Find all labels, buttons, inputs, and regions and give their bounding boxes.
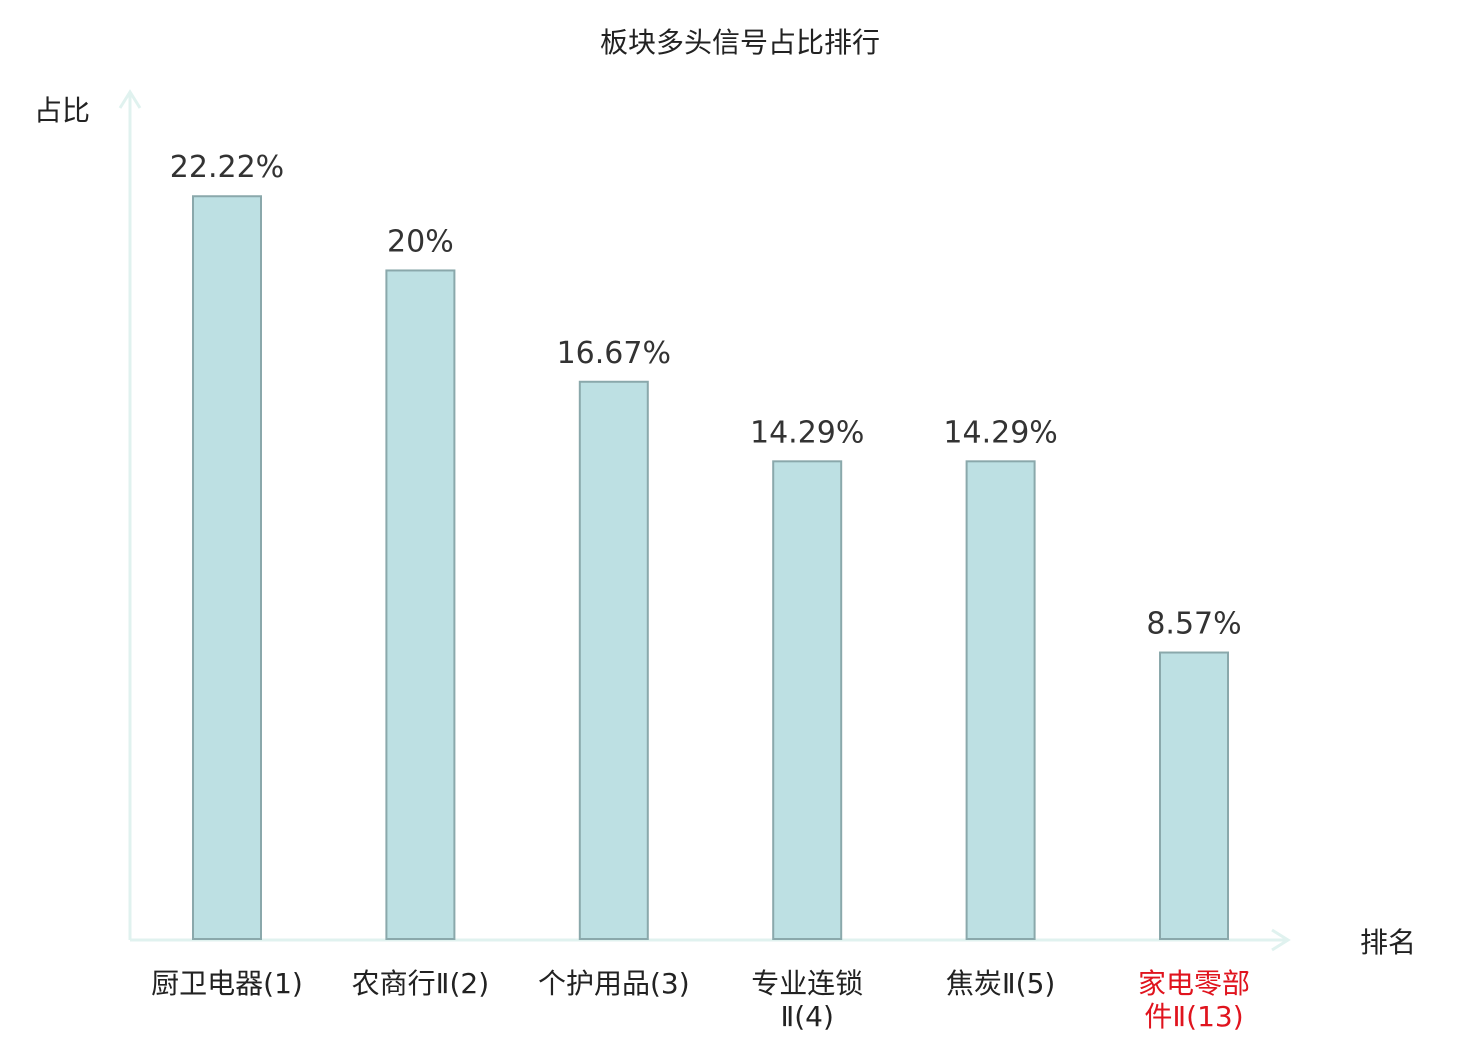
x-tick-label: 农商行Ⅱ(2) xyxy=(352,967,489,1000)
y-axis-title: 占比 xyxy=(34,94,90,127)
bar-value-label: 16.67% xyxy=(557,336,671,371)
x-tick-label: 焦炭Ⅱ(5) xyxy=(946,967,1055,1000)
x-tick-label: 家电零部 xyxy=(1138,967,1250,1000)
bar xyxy=(385,269,456,940)
x-tick-label: 专业连锁 xyxy=(751,967,863,1000)
bar xyxy=(578,380,649,941)
x-tick-label: 厨卫电器(1) xyxy=(151,967,303,1000)
x-axis-arrow xyxy=(1271,928,1291,952)
y-axis-arrow xyxy=(118,89,142,109)
x-tick-label: Ⅱ(4) xyxy=(780,1000,833,1033)
bar-value-label: 14.29% xyxy=(750,415,864,450)
bar xyxy=(965,460,1036,940)
bar-value-label: 8.57% xyxy=(1146,607,1241,642)
bar xyxy=(772,460,843,940)
x-tick-label: 个护用品(3) xyxy=(538,967,690,1000)
chart-title: 板块多头信号占比排行 xyxy=(600,26,880,59)
bar xyxy=(1159,651,1229,941)
x-axis-title: 排名 xyxy=(1360,926,1416,959)
bar xyxy=(192,195,262,940)
bar-value-label: 14.29% xyxy=(943,415,1057,450)
x-tick-label: 件Ⅱ(13) xyxy=(1144,1000,1243,1033)
bar-value-label: 20% xyxy=(387,224,454,259)
bar-value-label: 22.22% xyxy=(170,150,284,185)
